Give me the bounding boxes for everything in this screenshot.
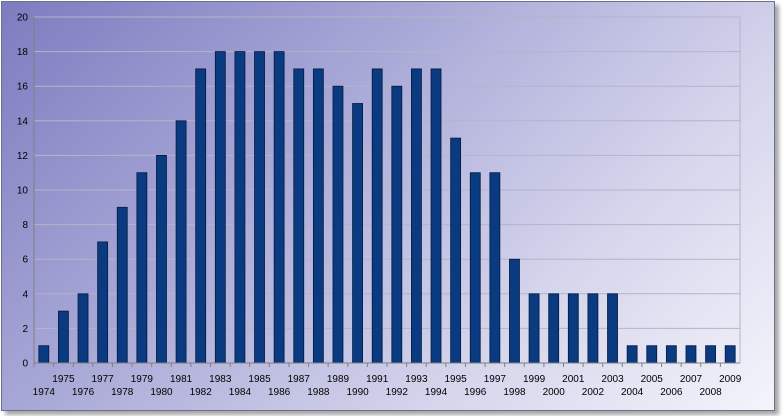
bar-1988 [312,68,324,364]
x-tick-label: 2002 [582,387,605,398]
bar-1995 [450,137,462,364]
x-tick-label: 2005 [641,374,664,385]
bars [38,51,736,364]
bar-1999 [528,293,540,364]
x-tick-label: 1985 [248,374,271,385]
bar-2008 [705,345,716,364]
x-tick-label: 1997 [484,374,507,385]
y-tick-label: 16 [17,82,29,93]
bar-2001 [567,293,579,364]
x-tick-label: 1987 [288,374,311,385]
x-tick-label: 1981 [170,374,193,385]
bar-1989 [332,85,344,364]
bar-1985 [254,51,265,364]
x-tick-label: 2009 [719,374,742,385]
bar-1984 [234,51,246,364]
bar-1998 [509,258,520,364]
bar-2009 [724,345,736,364]
x-tick-label: 2006 [660,387,683,398]
x-tick-label: 1995 [445,374,468,385]
bar-1983 [214,51,226,364]
x-tick-label: 1994 [425,387,448,398]
x-tick-label: 1989 [327,374,350,385]
bar-2007 [685,345,697,364]
x-tick-label: 1998 [503,387,526,398]
x-tick-label: 1999 [523,374,546,385]
bar-1974 [38,345,50,364]
bar-1980 [156,154,167,364]
x-tick-label: 1986 [268,387,291,398]
y-tick-label: 20 [17,13,29,24]
x-tick-label: 1993 [405,374,428,385]
x-tick-label: 1984 [229,387,252,398]
x-tick-label: 1982 [190,387,213,398]
y-tick-label: 0 [22,359,28,370]
x-tick-label: 2000 [543,387,566,398]
x-tick-labels: 1974 1975 1976 1977 1978 1979 1980 1981 1982 1983… [33,374,742,398]
x-tick-label: 1975 [52,374,75,385]
y-tick-label: 4 [22,289,28,300]
x-tick-label: 1988 [307,387,330,398]
bar-1994 [430,68,442,364]
x-tick-label: 2001 [562,374,585,385]
bar-1990 [352,103,363,364]
x-tick-label: 1983 [209,374,232,385]
axes [33,17,741,367]
bar-2004 [626,345,638,364]
x-tick-label: 1996 [464,387,487,398]
y-tick-label: 2 [22,324,28,335]
bar-1976 [77,293,89,364]
x-tick-label: 1990 [346,387,369,398]
y-tick-label: 14 [17,116,29,127]
bar-1992 [391,85,403,364]
bar-1982 [195,68,207,364]
y-tick-label: 10 [17,186,29,197]
bar-1987 [293,68,305,364]
bar-1979 [136,172,148,364]
y-tick-label: 6 [22,255,28,266]
x-tick-label: 2004 [621,387,644,398]
bar-2003 [607,293,618,364]
x-tick-label: 1992 [386,387,409,398]
bar-1975 [58,310,69,364]
x-tick-label: 2008 [699,387,722,398]
x-tick-label: 1980 [150,387,173,398]
y-tick-label: 12 [17,151,29,162]
x-tick-label: 1977 [92,374,115,385]
bar-1986 [273,51,285,364]
bar-1977 [97,241,109,364]
y-tick-label: 18 [17,47,29,58]
bar-1978 [116,206,128,364]
x-tick-label: 1978 [111,387,134,398]
y-tick-labels: 0 2 4 6 8 10 12 14 16 18 20 [17,13,29,370]
x-tick-label: 1991 [366,374,389,385]
x-tick-label: 1979 [131,374,154,385]
x-tick-label: 2007 [680,374,703,385]
chart-frame: 0 2 4 6 8 10 12 14 16 18 20 1974 1975 1976 1977 1978 19… [1,1,775,411]
x-tick-label: 1976 [72,387,95,398]
gridlines [34,16,740,329]
bar-2002 [587,293,599,364]
bar-2000 [548,293,560,364]
bar-1993 [411,68,422,364]
bar-1981 [175,120,187,364]
bar-2005 [646,345,658,364]
bar-1997 [489,172,501,364]
x-tick-label: 1974 [33,387,56,398]
bar-2006 [665,345,677,364]
x-tick-label: 2003 [601,374,624,385]
y-tick-label: 8 [22,220,28,231]
bar-1991 [371,68,383,364]
bar-1996 [469,172,481,364]
